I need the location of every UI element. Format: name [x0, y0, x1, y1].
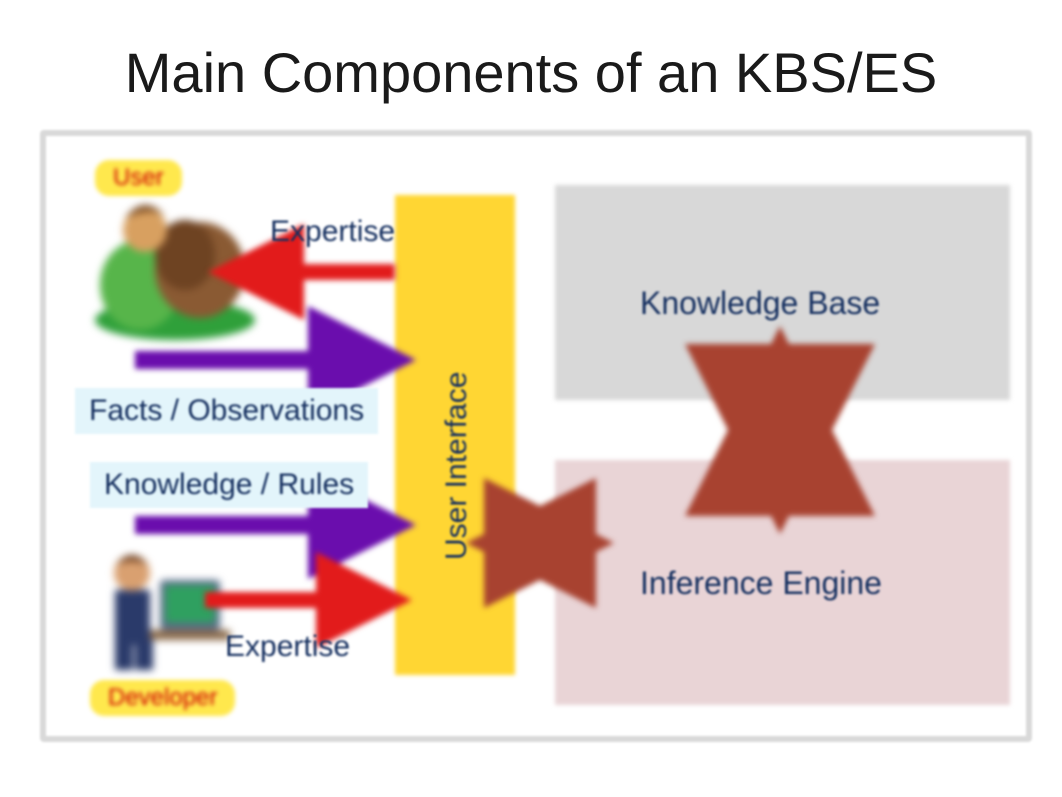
inference-engine-label: Inference Engine: [640, 565, 882, 602]
diagram-stage: Main Components of an KBS/ES: [0, 0, 1062, 797]
knowledge-rules-label: Knowledge / Rules: [90, 462, 368, 508]
user-pill: User: [95, 160, 182, 196]
user-interface-label: User Interface: [440, 372, 474, 560]
expertise-label-bottom: Expertise: [225, 630, 350, 664]
developer-pill: Developer: [90, 680, 235, 716]
expertise-label-top: Expertise: [270, 215, 395, 249]
facts-observations-label: Facts / Observations: [75, 388, 378, 434]
knowledge-base-label: Knowledge Base: [640, 285, 880, 322]
